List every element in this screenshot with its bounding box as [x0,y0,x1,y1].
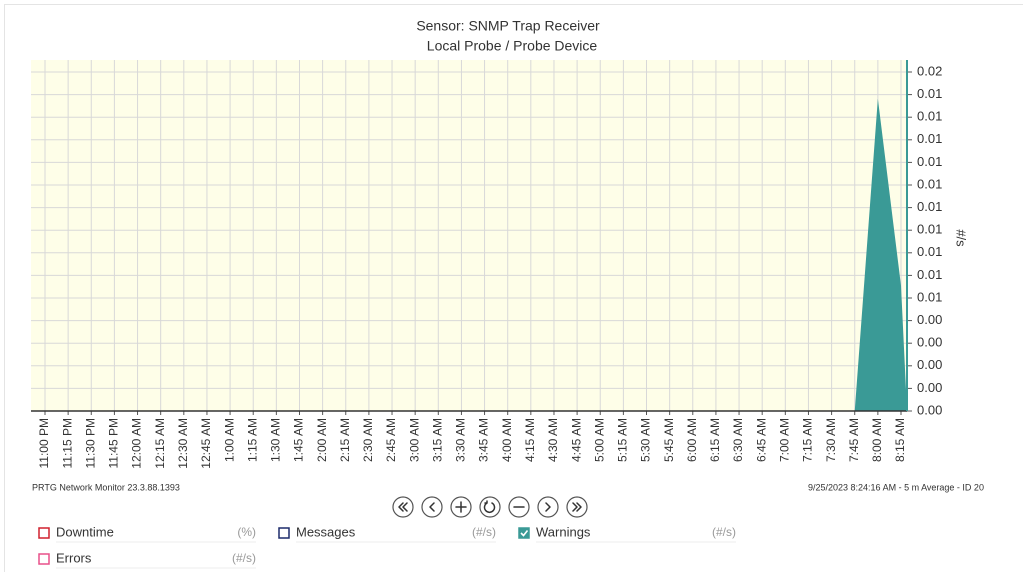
x-tick-label: 7:45 AM [847,418,861,462]
x-tick-label: 12:30 AM [176,418,190,469]
x-tick-label: 2:15 AM [338,418,352,462]
x-tick-label: 6:45 AM [754,418,768,462]
y-tick-label: 0.00 [917,335,942,350]
legend-label: Warnings [536,524,591,539]
first-button[interactable] [392,496,414,518]
x-tick-label: 11:15 PM [60,418,74,468]
x-tick-label: 1:30 AM [269,418,283,462]
prev-button[interactable] [421,496,443,518]
x-tick-label: 7:00 AM [777,418,791,462]
x-tick-label: 3:30 AM [454,418,468,462]
check-mark [520,530,529,537]
x-tick-label: 3:45 AM [477,418,491,462]
x-tick-label: 5:30 AM [639,418,653,462]
x-tick-label: 11:30 PM [83,418,97,468]
footer-right: 9/25/2023 8:24:16 AM - 5 m Average - ID … [808,482,984,492]
legend-unit: (#/s) [712,525,736,539]
y-tick-label: 0.00 [917,357,942,372]
x-tick-label: 1:15 AM [245,418,259,462]
y-tick-label: 0.00 [917,402,942,417]
chart-title: Sensor: SNMP Trap Receiver [416,18,600,34]
x-tick-label: 11:45 PM [107,418,121,468]
legend-item[interactable]: Messages (#/s) [278,524,496,543]
x-tick-label: 5:15 AM [616,418,630,462]
x-tick-label: 12:00 AM [130,418,144,469]
y-tick-label: 0.01 [917,154,942,169]
x-tick-label: 4:30 AM [546,418,560,462]
y-tick-label: 0.01 [917,244,942,259]
x-tick-label: 2:45 AM [384,418,398,462]
x-tick-label: 7:30 AM [824,418,838,462]
chart-subtitle: Local Probe / Probe Device [427,38,598,54]
y-tick-label: 0.00 [917,380,942,395]
y-tick-label: 0.01 [917,199,942,214]
x-tick-label: 5:45 AM [662,418,676,462]
x-tick-label: 7:15 AM [801,418,815,462]
next-button[interactable] [537,496,559,518]
x-tick-label: 3:00 AM [407,418,421,462]
nav-buttons [392,496,588,518]
legend-checkbox [518,527,530,539]
legend-label: Errors [56,550,92,565]
x-tick-label: 6:00 AM [685,418,699,462]
legend-item[interactable]: Downtime (%) [38,524,256,543]
x-tick-label: 4:15 AM [523,418,537,462]
reset-button[interactable] [479,496,501,518]
x-tick-label: 8:15 AM [893,418,907,462]
legend-checkbox [38,527,50,539]
x-tick-label: 6:30 AM [731,418,745,462]
x-tick-label: 6:15 AM [708,418,722,462]
y-tick-label: 0.01 [917,109,942,124]
legend-item[interactable]: Warnings (#/s) [518,524,736,543]
y-tick-label: 0.01 [917,131,942,146]
x-tick-label: 12:15 AM [153,418,167,469]
x-tick-label: 2:30 AM [361,418,375,462]
legend-item[interactable]: Errors (#/s) [38,550,256,569]
legend-unit: (#/s) [472,525,496,539]
y-tick-label: 0.01 [917,289,942,304]
legend-label: Messages [296,524,356,539]
x-tick-label: 3:15 AM [430,418,444,462]
zoom-out-button[interactable] [508,496,530,518]
legend-checkbox [38,553,50,565]
frame [4,4,1023,572]
y-tick-label: 0.01 [917,267,942,282]
y-tick-label: 0.01 [917,176,942,191]
plot-background [31,60,907,411]
footer-left: PRTG Network Monitor 23.3.88.1393 [32,482,180,492]
last-button[interactable] [566,496,588,518]
y-tick-label: 0.01 [917,86,942,101]
y-tick-label: 0.01 [917,222,942,237]
x-tick-label: 4:00 AM [500,418,514,462]
y-tick-label: 0.00 [917,312,942,327]
x-tick-label: 11:00 PM [37,418,51,468]
y-axis-label: #/s [954,229,969,247]
x-tick-label: 12:45 AM [199,418,213,469]
x-tick-label: 2:00 AM [315,418,329,462]
legend-checkbox [278,527,290,539]
x-tick-label: 1:00 AM [222,418,236,462]
zoom-in-button[interactable] [450,496,472,518]
x-tick-label: 8:00 AM [870,418,884,462]
legend-unit: (%) [237,525,256,539]
x-tick-label: 5:00 AM [592,418,606,462]
x-tick-label: 4:45 AM [569,418,583,462]
x-tick-label: 1:45 AM [292,418,306,462]
y-tick-label: 0.02 [917,63,942,78]
legend-label: Downtime [56,524,114,539]
legend-unit: (#/s) [232,551,256,565]
